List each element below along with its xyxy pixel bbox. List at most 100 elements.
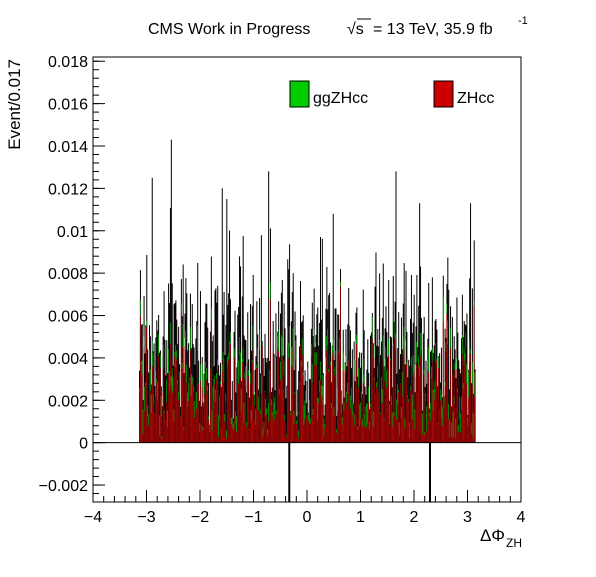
bar-ggzhcc [382,389,383,404]
bar-zhcc [186,383,187,443]
bar-zhcc [438,368,439,443]
bar-zhcc [173,394,174,443]
bar-zhcc [459,419,460,443]
bar-zhcc [204,395,205,443]
bar-ggzhcc [237,341,238,363]
bar-zhcc [248,376,249,443]
bar-zhcc [359,427,360,442]
bar-ggzhcc [278,330,279,351]
bar-zhcc [247,363,248,443]
bar-zhcc [392,427,393,443]
x-axis-label-sub: ZH [506,536,522,550]
bar-zhcc [397,404,398,442]
y-tick-label: 0.016 [48,97,88,114]
bar-ggzhcc [321,385,322,399]
bar-zhcc [452,375,453,443]
bar-zhcc [328,372,329,443]
bar-zhcc [332,356,333,443]
y-tick-label: −0.002 [39,478,88,495]
bar-zhcc [348,362,349,443]
bar-ggzhcc [463,383,464,389]
bar-ggzhcc [265,398,266,415]
bar-zhcc [198,384,199,443]
bar-zhcc [144,412,145,443]
bar-ggzhcc [275,397,276,421]
bar-zhcc [385,381,386,443]
bar-ggzhcc [337,388,338,412]
bar-zhcc [385,369,386,443]
bar-zhcc [168,374,169,443]
bar-ggzhcc [335,351,336,355]
bar-ggzhcc [147,406,148,416]
bar-zhcc [237,363,238,442]
bar-zhcc [307,382,308,443]
bar-zhcc [395,349,396,443]
bar-ggzhcc [316,353,317,366]
bar-zhcc [367,424,368,443]
bar-zhcc [464,365,465,443]
bar-zhcc [184,346,185,442]
bar-ggzhcc [311,344,312,357]
bar-zhcc [234,429,235,442]
bar-zhcc [340,286,341,442]
bar-zhcc [146,327,147,443]
bar-ggzhcc [447,320,448,344]
bar-zhcc [245,379,246,442]
bar-zhcc [219,421,220,443]
bar-ggzhcc [170,323,171,344]
bar-zhcc [321,399,322,442]
bar-zhcc [264,429,265,442]
bar-ggzhcc [343,353,344,372]
bar-zhcc [389,424,390,442]
bar-zhcc [433,410,434,442]
bar-ggzhcc [407,395,408,397]
bar-ggzhcc [402,372,403,396]
bar-zhcc [442,426,443,443]
bar-ggzhcc [317,397,318,421]
bar-ggzhcc [202,364,203,388]
bar-ggzhcc [470,350,471,354]
bar-ggzhcc [389,404,390,424]
bar-zhcc [469,362,470,443]
bar-ggzhcc [355,340,356,360]
bar-zhcc [471,434,472,443]
bar-zhcc [175,368,176,443]
bar-ggzhcc [152,341,153,366]
bar-zhcc [192,385,193,442]
bar-zhcc [324,437,325,443]
bar-ggzhcc [384,418,385,420]
y-tick-label: 0.018 [48,54,88,71]
bar-zhcc [310,423,311,442]
bar-ggzhcc [174,409,175,422]
y-tick-label: 0 [79,436,88,453]
bar-ggzhcc [356,334,357,344]
bar-zhcc [170,344,171,443]
bar-zhcc [194,392,195,442]
bar-ggzhcc [373,412,374,428]
bar-zhcc [154,404,155,442]
bar-ggzhcc [285,414,286,420]
bar-ggzhcc [363,359,364,384]
bar-ggzhcc [157,382,158,400]
bar-zhcc [431,379,432,442]
bar-zhcc [305,420,306,443]
bar-zhcc [426,401,427,443]
bar-zhcc [427,370,428,443]
bar-zhcc [271,405,272,443]
bar-zhcc [214,384,215,443]
bar-ggzhcc [446,342,447,352]
bar-zhcc [401,417,402,442]
bar-ggzhcc [277,337,278,348]
bar-ggzhcc [354,359,355,375]
bar-zhcc [423,393,424,442]
bar-zhcc [267,436,268,443]
bar-zhcc [292,367,293,442]
bar-ggzhcc [252,360,253,362]
bar-zhcc [325,427,326,442]
bar-ggzhcc [443,297,444,322]
bar-zhcc [436,363,437,443]
bar-ggzhcc [245,371,246,379]
bar-ggzhcc [323,386,324,405]
bar-zhcc [441,419,442,443]
bar-zhcc [293,347,294,443]
